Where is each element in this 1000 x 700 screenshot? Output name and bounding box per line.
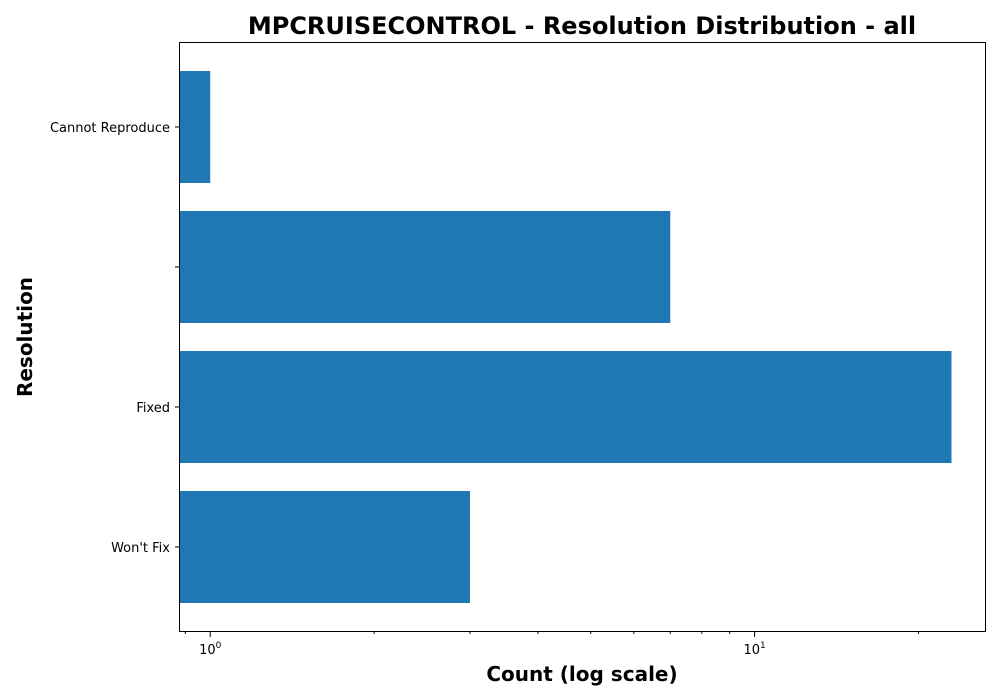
y-tick-label: Fixed: [136, 401, 170, 416]
bar: [180, 71, 210, 183]
y-tick-label: Cannot Reproduce: [50, 121, 170, 136]
bars-layer: [180, 71, 952, 603]
y-tick-label: Won't Fix: [111, 541, 170, 556]
x-tick-label: 101: [743, 641, 765, 658]
x-axis-label: Count (log scale): [486, 662, 677, 686]
y-axis-label: Resolution: [13, 277, 37, 397]
bar: [180, 351, 952, 463]
bar: [180, 491, 470, 603]
bar: [180, 211, 670, 323]
x-tick-label: 100: [199, 641, 222, 658]
chart-title: MPCRUISECONTROL - Resolution Distributio…: [248, 12, 916, 40]
